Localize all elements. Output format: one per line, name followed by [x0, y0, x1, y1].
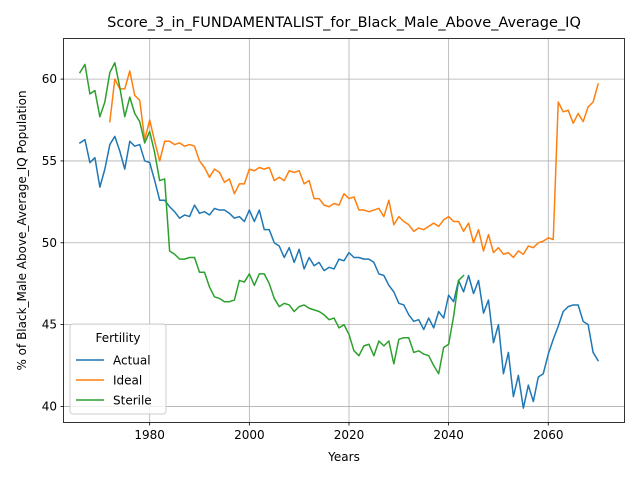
series-lines: [78, 61, 600, 409]
legend-label-sterile: Sterile: [113, 394, 152, 408]
legend-entries: Actual Ideal Sterile: [76, 354, 152, 408]
x-tick-label: 1980: [134, 428, 165, 442]
series-line-sterile: [78, 61, 465, 375]
y-tick-label: 50: [42, 236, 57, 250]
series-line-ideal: [109, 70, 600, 259]
axis-ticks: 1980 2000 2020 2040 2060 40 45 50 55 60: [42, 72, 564, 442]
x-tick-label: 2000: [234, 428, 265, 442]
legend-label-actual: Actual: [113, 354, 151, 368]
y-tick-label: 45: [42, 318, 57, 332]
legend-label-ideal: Ideal: [113, 374, 142, 388]
y-tick-label: 40: [42, 399, 57, 413]
y-axis-label: % of Black_Male Above_Average_IQ Populat…: [15, 90, 29, 370]
plot-frame: [63, 38, 625, 423]
grid: [64, 39, 624, 422]
x-axis-label: Years: [327, 450, 360, 464]
legend-title: Fertility: [95, 331, 140, 345]
legend-box: [69, 323, 167, 415]
x-tick-label: 2020: [334, 428, 365, 442]
chart-title: Score_3_in_FUNDAMENTALIST_for_Black_Male…: [107, 15, 581, 31]
x-tick-label: 2040: [433, 428, 464, 442]
legend: Fertility Actual Ideal Sterile: [69, 323, 167, 415]
y-tick-label: 55: [42, 154, 57, 168]
x-tick-label: 2060: [533, 428, 564, 442]
y-tick-label: 60: [42, 72, 57, 86]
